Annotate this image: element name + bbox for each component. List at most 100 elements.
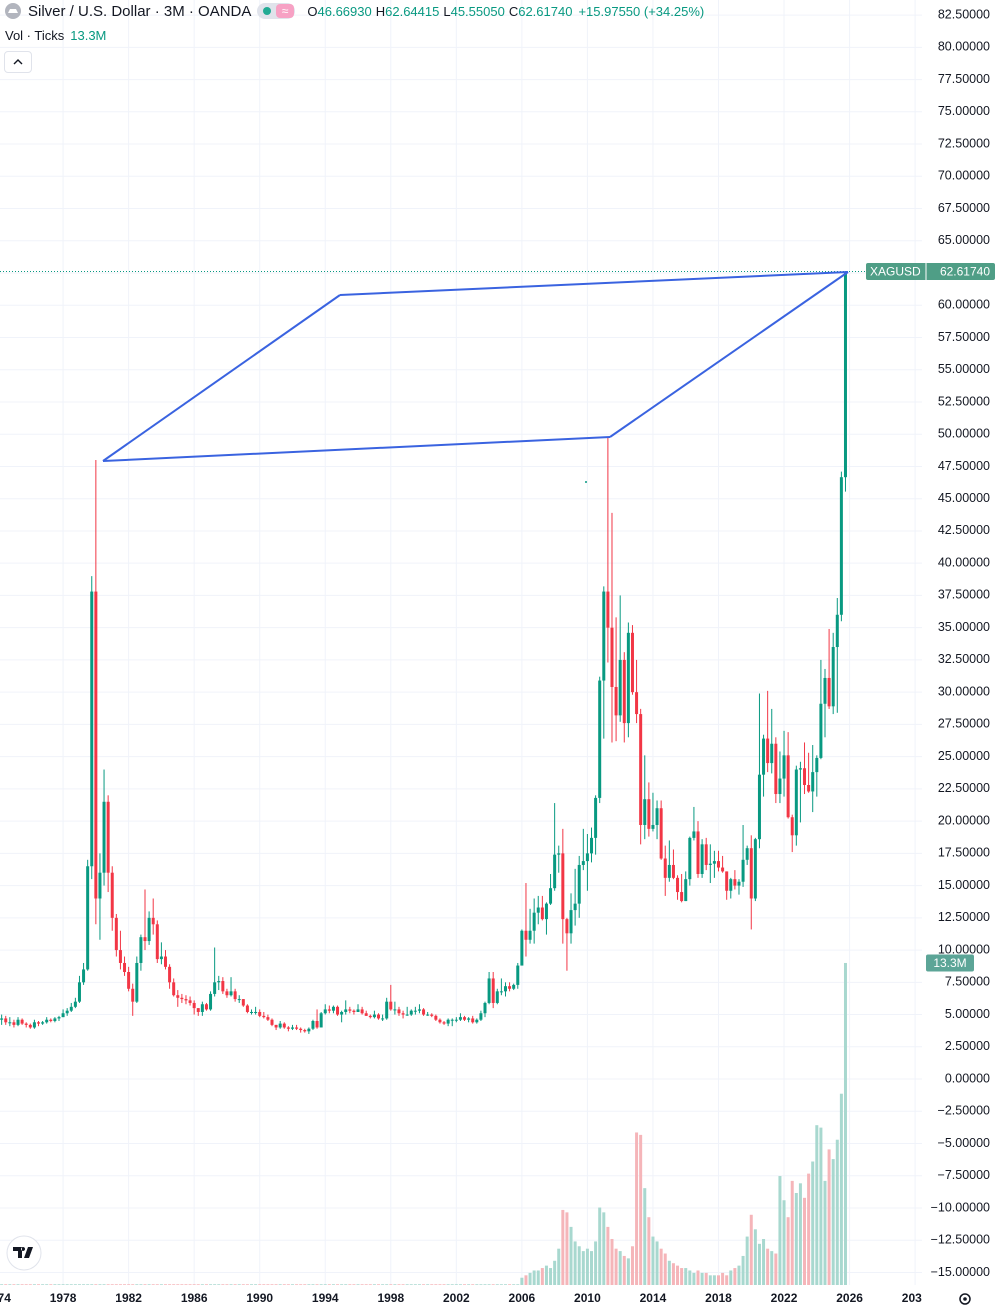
tv-logo[interactable] [6,1235,42,1271]
volume-bar [417,1284,421,1285]
status-badges[interactable]: ≈ [257,2,297,20]
candle-body [413,1010,417,1012]
trend-line[interactable] [609,271,849,438]
trend-line[interactable] [339,271,849,296]
candle-body [0,1018,4,1020]
candle-body [323,1009,327,1014]
volume-bar [721,1272,725,1285]
y-tick-label: 67.50000 [938,201,990,215]
volume-bar [614,1248,618,1285]
volume-bar [696,1270,700,1285]
candle-body [28,1024,32,1028]
volume-bar [200,1284,204,1285]
candle-body [495,991,499,1003]
candle-body [114,917,118,951]
candle-body [434,1015,438,1020]
volume-bar [94,1284,98,1285]
candle-body [139,937,143,963]
candle-body [692,831,696,838]
volume-bar [262,1284,266,1285]
volume-bar [811,1161,815,1285]
y-tick-label: 7.50000 [945,975,990,989]
candle-body [553,854,557,889]
candle-body [192,1002,196,1009]
ohlc-value: 46.66930 [317,3,372,19]
volume-bar [192,1284,196,1285]
volume-bar [270,1284,274,1285]
y-tick-label: 12.50000 [938,910,990,924]
volume-bar [172,1284,176,1285]
candle-body [368,1015,372,1018]
x-tick-label: 1978 [50,1291,77,1305]
candle-body [508,986,512,989]
candle-body [61,1013,65,1018]
volume-bar [53,1284,57,1285]
candle-body [700,844,704,874]
volume-bar [20,1284,24,1285]
volume-bar [499,1284,503,1285]
volume-bar [102,1284,106,1285]
candle-body [753,839,757,899]
volume-bar [794,1192,798,1285]
candle-body [598,680,602,798]
candle-body [389,1001,393,1010]
volume-bar [577,1246,581,1285]
candle-body [102,801,106,873]
volume-bar [4,1284,8,1285]
candle-body [147,917,151,942]
y-tick-label: −7.50000 [938,1168,991,1182]
candle-body [651,824,655,829]
candle-body [667,864,671,878]
candle-body [704,844,708,865]
candle-body [475,1019,479,1023]
candle-body [585,853,589,862]
volume-bar [475,1284,479,1285]
volume-bar [569,1226,573,1285]
candle-body [180,997,184,1000]
ohlc-values: O46.66930 H62.64415 L45.55050 C62.61740 [303,3,572,20]
candle-body [8,1022,12,1024]
legend-header: Silver / U.S. Dollar · 3M · OANDA ≈ O46.… [4,2,704,20]
trend-line[interactable] [102,436,611,462]
volume-bar [532,1270,536,1285]
candle-body [168,966,172,983]
candle-body [565,919,569,934]
change: +15.97550 (+34.25%) [578,3,705,19]
collapse-button[interactable] [4,51,32,73]
volume-bar [549,1268,553,1285]
candle-body [786,755,790,818]
settings-button[interactable] [959,1293,971,1305]
volume-bar [241,1284,245,1285]
volume-bar [69,1284,73,1285]
y-tick-label: 70.00000 [938,169,990,183]
candle-body [766,738,770,764]
candle-body [131,988,135,1002]
volume-bar [16,1284,20,1285]
x-axis: 1974 1978 1982 1986 1990 1994 1998 2002 2006 2010… [0,1291,929,1305]
volume-bar [180,1284,184,1285]
volume-bar [561,1209,565,1285]
candle-body [98,872,102,899]
ohlc-value: 62.64415 [385,3,440,19]
title[interactable]: Silver / U.S. Dollar · 3M · OANDA [28,2,252,20]
volume-bar [229,1284,233,1285]
volume-bar [725,1275,729,1285]
volume-bar [163,1284,167,1285]
symbol-label: XAGUSD [870,265,921,279]
candle-body [422,1009,426,1015]
volume-bar [90,1284,94,1285]
candle-body [671,864,675,878]
candle-body [270,1019,274,1025]
volume-bar [98,1284,102,1285]
candle-body [737,881,741,886]
logo-circle [6,1235,42,1271]
candle-body [237,999,241,1001]
last-price-label: 62.61740 [940,265,990,279]
volume-bar [778,1176,782,1285]
candle-body [225,991,229,996]
candle-body [610,627,614,687]
candle-body [69,1006,73,1011]
candle-body [823,677,827,704]
candle-body [331,1006,335,1011]
trend-line[interactable] [102,294,341,462]
